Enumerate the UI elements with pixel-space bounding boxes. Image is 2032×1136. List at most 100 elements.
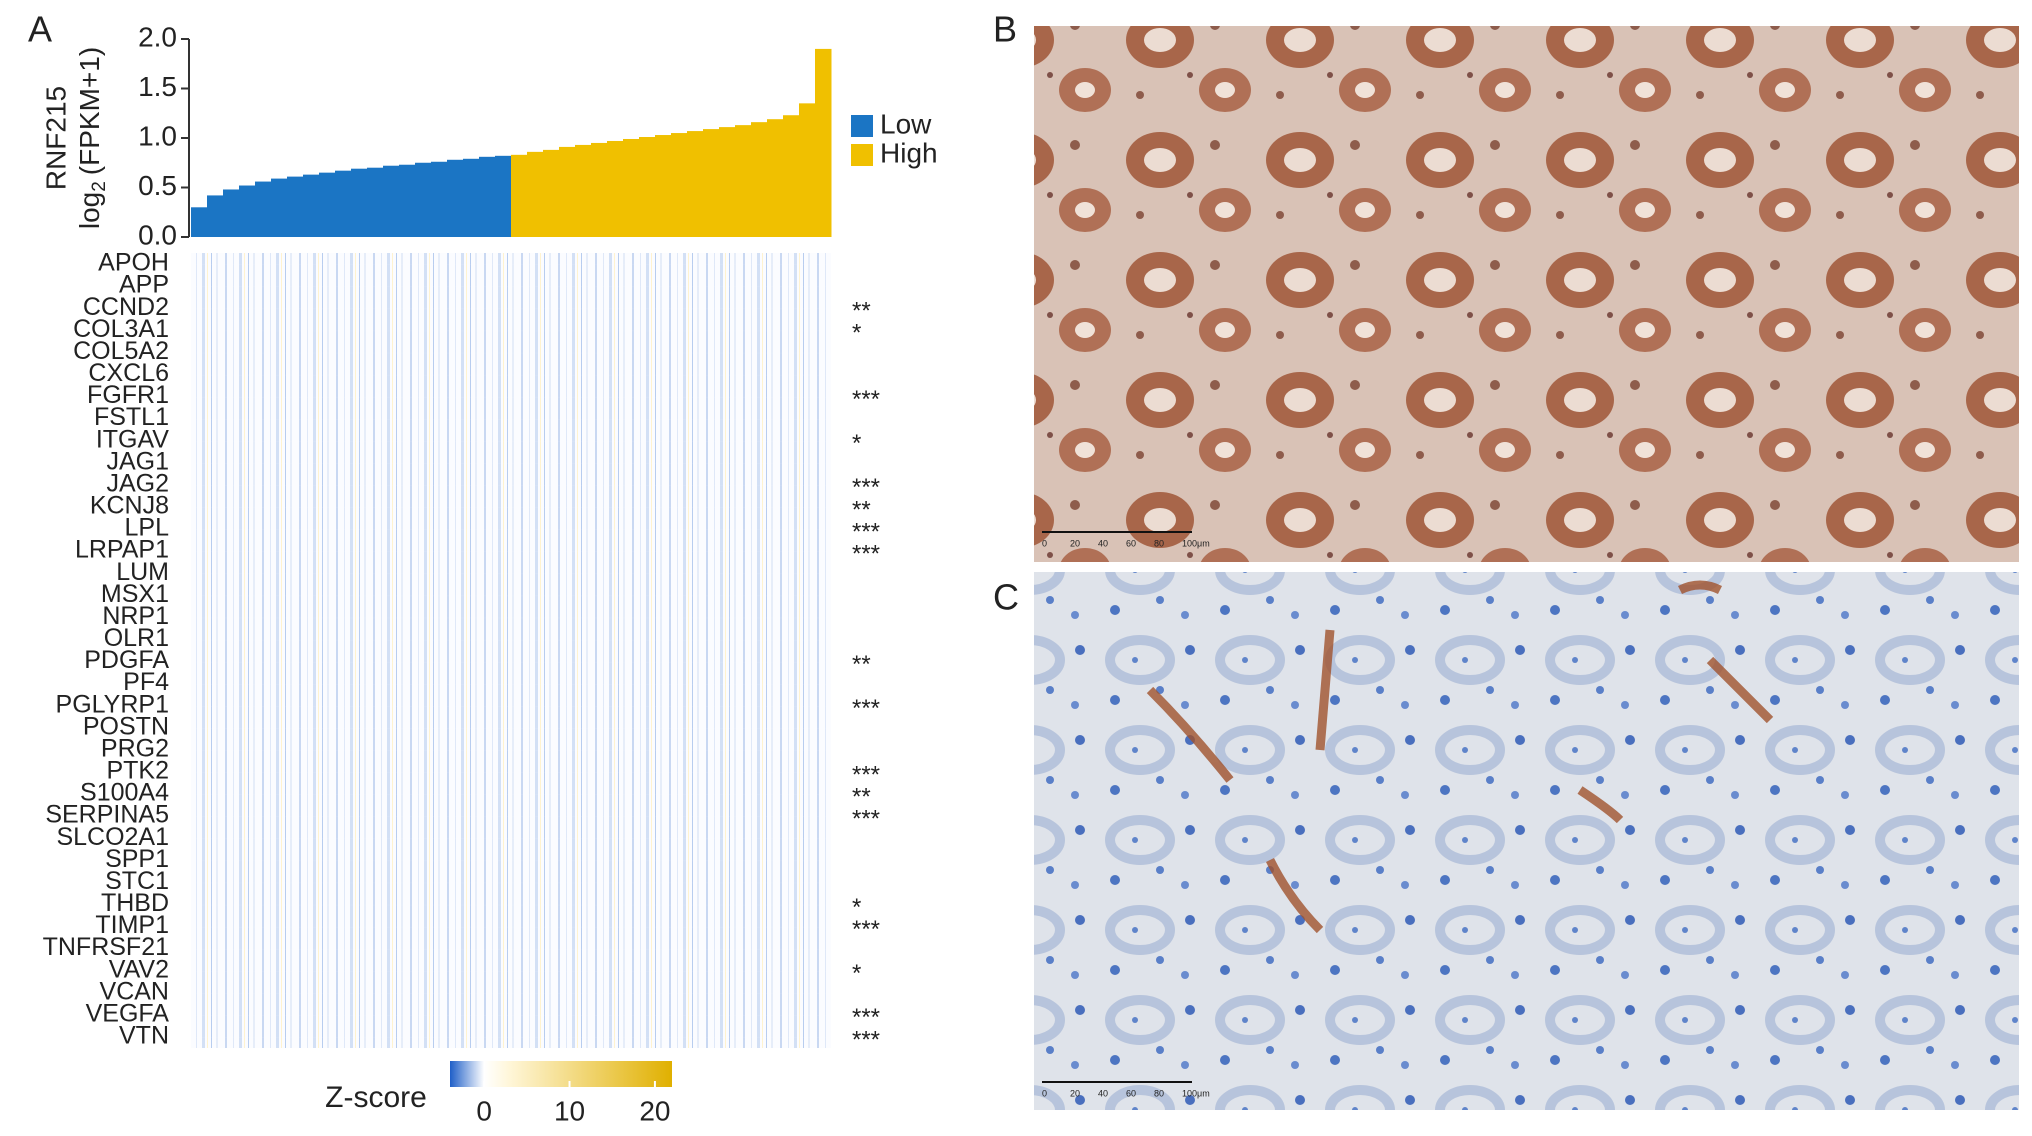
bar	[431, 161, 448, 237]
gene-label: SERPINA5	[45, 801, 169, 829]
significance: ***	[852, 761, 880, 788]
bar	[527, 151, 544, 237]
y-axis-label-part: log	[74, 192, 105, 229]
heatmap-cells	[191, 253, 831, 1048]
bar	[287, 176, 304, 237]
scale-bar-label: 100μm	[1182, 1088, 1210, 1098]
bar	[559, 146, 576, 237]
y-axis-label-part: 2	[89, 181, 110, 192]
bar	[783, 115, 800, 237]
bar	[703, 129, 720, 237]
gene-label: THBD	[101, 889, 169, 917]
y-tick-label: 0.5	[138, 170, 177, 201]
colorbar-tick-label: 0	[476, 1095, 492, 1126]
bar	[719, 127, 736, 237]
gene-label: POSTN	[83, 712, 169, 740]
bar	[767, 119, 784, 237]
scale-bar-label: 40	[1098, 1088, 1108, 1098]
gene-label: APOH	[98, 249, 169, 277]
gene-label: TIMP1	[95, 911, 169, 939]
significance: *	[852, 320, 861, 347]
colorbar-tick-label: 20	[639, 1095, 670, 1126]
gene-label: PGLYRP1	[56, 690, 169, 718]
significance: ***	[852, 916, 880, 943]
bar	[383, 165, 400, 237]
bar	[495, 155, 512, 237]
bar	[415, 162, 432, 237]
significance: ***	[852, 518, 880, 545]
significance: ***	[852, 805, 880, 832]
gene-label: LRPAP1	[75, 536, 169, 564]
gene-label: LUM	[116, 558, 169, 586]
significance: *	[852, 960, 861, 987]
scale-bar-label: 20	[1070, 538, 1080, 548]
scale-bar-label: 80	[1154, 1088, 1164, 1098]
bar	[463, 158, 480, 237]
significance: **	[852, 783, 871, 810]
micrograph-c	[1034, 572, 2019, 1110]
gene-label: S100A4	[80, 779, 169, 807]
y-tick-label: 0.0	[138, 219, 177, 250]
legend-swatch	[851, 115, 873, 137]
scale-bar-label: 20	[1070, 1088, 1080, 1098]
y-axis-label: log2 (FPKM+1)	[74, 47, 110, 229]
gene-label: NRP1	[102, 602, 169, 630]
scale-bar-label: 60	[1126, 538, 1136, 548]
colorbar-label: Z-score	[325, 1081, 427, 1114]
scale-bar-label: 40	[1098, 538, 1108, 548]
micrograph-b	[1034, 26, 2019, 562]
y-tick-label: 2.0	[138, 21, 177, 52]
bar	[751, 122, 768, 237]
scale-bar-label: 0	[1042, 1088, 1047, 1098]
gene-label: KCNJ8	[90, 492, 169, 520]
bar	[239, 185, 256, 237]
bar	[271, 178, 288, 237]
gene-label: PDGFA	[84, 646, 169, 674]
significance: **	[852, 298, 871, 325]
bar	[735, 125, 752, 237]
scale-bar: 0 20 40 60 80 100μm 0 20 40 60 80 100μm	[1042, 531, 1210, 1098]
bar	[335, 170, 352, 237]
vessels	[1146, 580, 1774, 934]
significance: ***	[852, 540, 880, 567]
gene-label: FGFR1	[87, 381, 169, 409]
panel-label: B	[993, 9, 1017, 50]
scale-bar-label: 80	[1154, 538, 1164, 548]
gene-label: CCND2	[83, 293, 169, 321]
bar	[207, 195, 224, 237]
gene-label: APP	[119, 271, 169, 299]
gene-label: VTN	[119, 1022, 169, 1050]
bar	[591, 142, 608, 237]
gene-label: LPL	[125, 514, 170, 542]
bar	[367, 167, 384, 237]
gene-label: COL3A1	[73, 315, 169, 343]
bar	[399, 164, 416, 237]
bar	[511, 154, 528, 237]
gene-label: ITGAV	[96, 425, 169, 453]
scale-bar-label: 0	[1042, 538, 1047, 548]
legend-label: High	[880, 137, 938, 168]
significance: *	[852, 430, 861, 457]
gene-label: VCAN	[100, 977, 169, 1005]
y-tick-label: 1.5	[138, 71, 177, 102]
gene-label: PF4	[123, 668, 169, 696]
bar	[351, 168, 368, 237]
colorbar-tick-label: 10	[554, 1095, 585, 1126]
bar	[255, 181, 272, 237]
legend-swatch	[851, 144, 873, 166]
significance: ***	[852, 1026, 880, 1053]
significance: ***	[852, 695, 880, 722]
bar	[575, 144, 592, 237]
significance: ***	[852, 474, 880, 501]
bar	[479, 156, 496, 237]
gene-label: SLCO2A1	[56, 823, 169, 851]
bar	[671, 133, 688, 237]
gene-label: COL5A2	[73, 337, 169, 365]
bar	[623, 138, 640, 237]
bar	[447, 159, 464, 237]
y-axis-label-part: (FPKM+1)	[74, 47, 105, 175]
bar	[543, 149, 560, 237]
gene-label: VAV2	[109, 955, 169, 983]
